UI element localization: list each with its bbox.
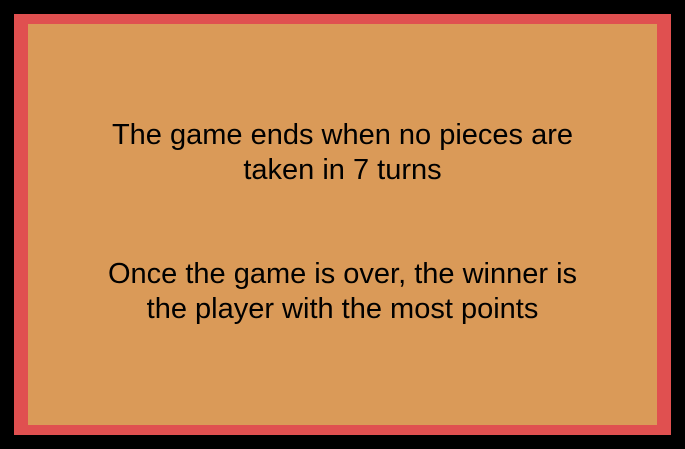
rule-line: the player with the most points bbox=[146, 293, 539, 325]
rule-line: The game ends when no pieces are bbox=[111, 119, 574, 151]
rule-line: taken in 7 turns bbox=[243, 154, 442, 186]
rule-winner-condition: Once the game is over, the winner is the… bbox=[28, 257, 657, 327]
rule-line: Once the game is over, the winner is bbox=[107, 258, 578, 290]
rule-end-condition: The game ends when no pieces are taken i… bbox=[28, 118, 657, 188]
rules-card-border: The game ends when no pieces are taken i… bbox=[14, 14, 671, 435]
rules-card: The game ends when no pieces are taken i… bbox=[28, 24, 657, 425]
